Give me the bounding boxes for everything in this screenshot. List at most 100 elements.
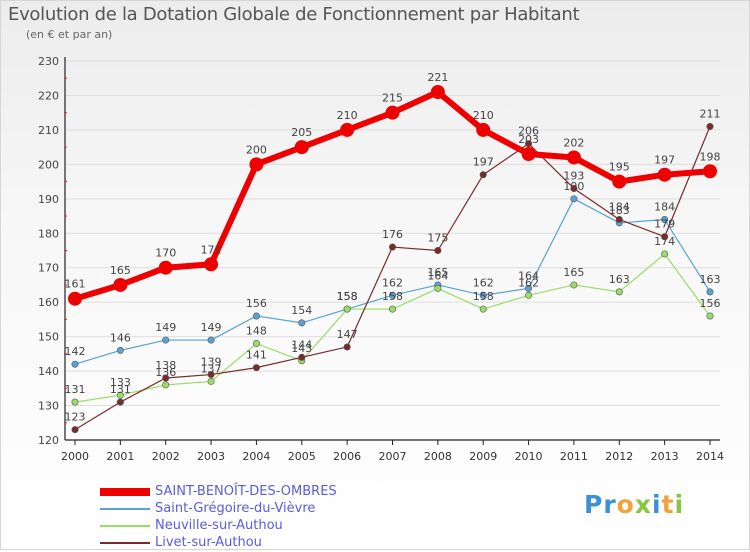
data-point	[615, 288, 623, 296]
chart-title: Evolution de la Dotation Globale de Fonc…	[8, 4, 580, 25]
data-label: 165	[110, 264, 131, 277]
data-label: 156	[700, 297, 721, 310]
y-tick-label: 210	[38, 124, 59, 137]
legend-item: Saint-Grégoire-du-Vièvre	[100, 501, 400, 518]
data-point	[385, 105, 400, 120]
data-label: 197	[654, 154, 675, 167]
data-point	[703, 164, 717, 179]
data-point	[249, 157, 264, 172]
data-label: 142	[65, 345, 86, 358]
x-tick-label: 2001	[106, 450, 134, 463]
data-label: 147	[337, 328, 358, 341]
x-tick-label: 2007	[379, 450, 407, 463]
data-label: 158	[473, 290, 494, 303]
legend-label: Saint-Grégoire-du-Vièvre	[155, 501, 316, 516]
chart-subtitle: (en € et par an)	[26, 28, 113, 41]
data-point	[479, 291, 487, 299]
data-point	[706, 312, 714, 320]
data-point	[661, 215, 669, 223]
legend-swatch	[100, 542, 150, 544]
data-point	[661, 250, 669, 258]
data-label: 158	[337, 290, 358, 303]
legend-item: Neuville-sur-Authou	[100, 518, 400, 535]
data-label: 131	[65, 383, 86, 396]
y-tick-label: 150	[38, 331, 59, 344]
legend-swatch	[100, 508, 150, 510]
data-label: 206	[518, 125, 539, 138]
data-point	[521, 147, 536, 162]
x-tick-label: 2011	[560, 450, 588, 463]
data-point	[612, 174, 627, 189]
data-point	[204, 257, 219, 272]
data-point	[158, 260, 173, 275]
data-label: 158	[382, 290, 403, 303]
data-point	[388, 305, 396, 313]
data-label: 148	[246, 325, 267, 338]
data-point	[343, 343, 351, 351]
data-label: 163	[700, 273, 721, 286]
data-label: 136	[155, 366, 176, 379]
x-tick-label: 2005	[288, 450, 316, 463]
data-point	[252, 312, 260, 320]
data-label: 123	[65, 411, 86, 424]
data-label: 179	[654, 218, 675, 231]
x-tick-label: 2004	[242, 450, 270, 463]
y-tick-label: 140	[38, 365, 59, 378]
y-tick-label: 130	[38, 400, 59, 413]
data-point	[298, 353, 306, 361]
data-point	[116, 346, 124, 354]
data-point	[434, 247, 442, 255]
data-label: 183	[609, 204, 630, 217]
data-label: 205	[291, 126, 312, 139]
data-point	[207, 336, 215, 344]
data-point	[476, 122, 491, 137]
data-point	[706, 288, 714, 296]
data-point	[570, 281, 578, 289]
x-tick-label: 2012	[605, 450, 633, 463]
data-point	[294, 140, 309, 155]
data-point	[207, 377, 215, 385]
data-point	[657, 167, 672, 182]
data-label: 164	[427, 269, 448, 282]
x-tick-label: 2008	[424, 450, 452, 463]
data-label: 210	[473, 109, 494, 122]
data-point	[116, 391, 124, 399]
data-label: 175	[427, 232, 448, 245]
data-label: 200	[246, 143, 267, 156]
data-label: 141	[246, 349, 267, 362]
data-label: 193	[563, 169, 584, 182]
data-point	[207, 371, 215, 379]
x-tick-label: 2013	[651, 450, 679, 463]
y-tick-label: 190	[38, 193, 59, 206]
y-tick-label: 170	[38, 262, 59, 275]
data-label: 154	[291, 304, 312, 317]
data-label: 158	[337, 290, 358, 303]
data-label: 202	[563, 136, 584, 149]
data-point	[479, 305, 487, 313]
data-point	[162, 374, 170, 382]
data-label: 131	[110, 383, 131, 396]
data-label: 165	[563, 266, 584, 279]
legend-label: Neuville-sur-Authou	[155, 518, 283, 533]
data-label: 184	[609, 200, 630, 213]
data-label: 149	[155, 321, 176, 334]
data-point	[570, 195, 578, 203]
data-point	[252, 364, 260, 372]
data-point	[566, 150, 581, 165]
data-point	[615, 215, 623, 223]
x-tick-label: 2002	[152, 450, 180, 463]
data-label: 184	[654, 200, 675, 213]
data-label: 170	[155, 247, 176, 260]
data-point	[252, 340, 260, 348]
legend-item: SAINT-BENOÎT-DES-OMBRES	[100, 484, 400, 501]
data-point	[162, 336, 170, 344]
x-tick-label: 2006	[333, 450, 361, 463]
legend: SAINT-BENOÎT-DES-OMBRES Saint-Grégoire-du…	[100, 484, 400, 552]
x-tick-label: 2009	[469, 450, 497, 463]
data-label: 144	[291, 338, 312, 351]
legend-label: Livet-sur-Authou	[155, 535, 262, 550]
data-label: 210	[337, 109, 358, 122]
data-point	[71, 398, 79, 406]
data-label: 161	[65, 278, 86, 291]
